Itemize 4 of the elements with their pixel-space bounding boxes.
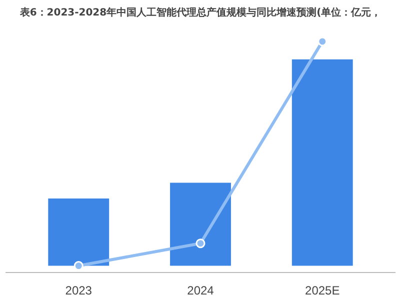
- x-tick-label: 2023: [65, 284, 92, 298]
- x-tick-label: 2024: [187, 284, 214, 298]
- chart-title: 表6：2023-2028年中国人工智能代理总产值规模与同比增速预测(单位：亿元，: [18, 6, 382, 18]
- x-tick-label: 2025E: [305, 284, 340, 298]
